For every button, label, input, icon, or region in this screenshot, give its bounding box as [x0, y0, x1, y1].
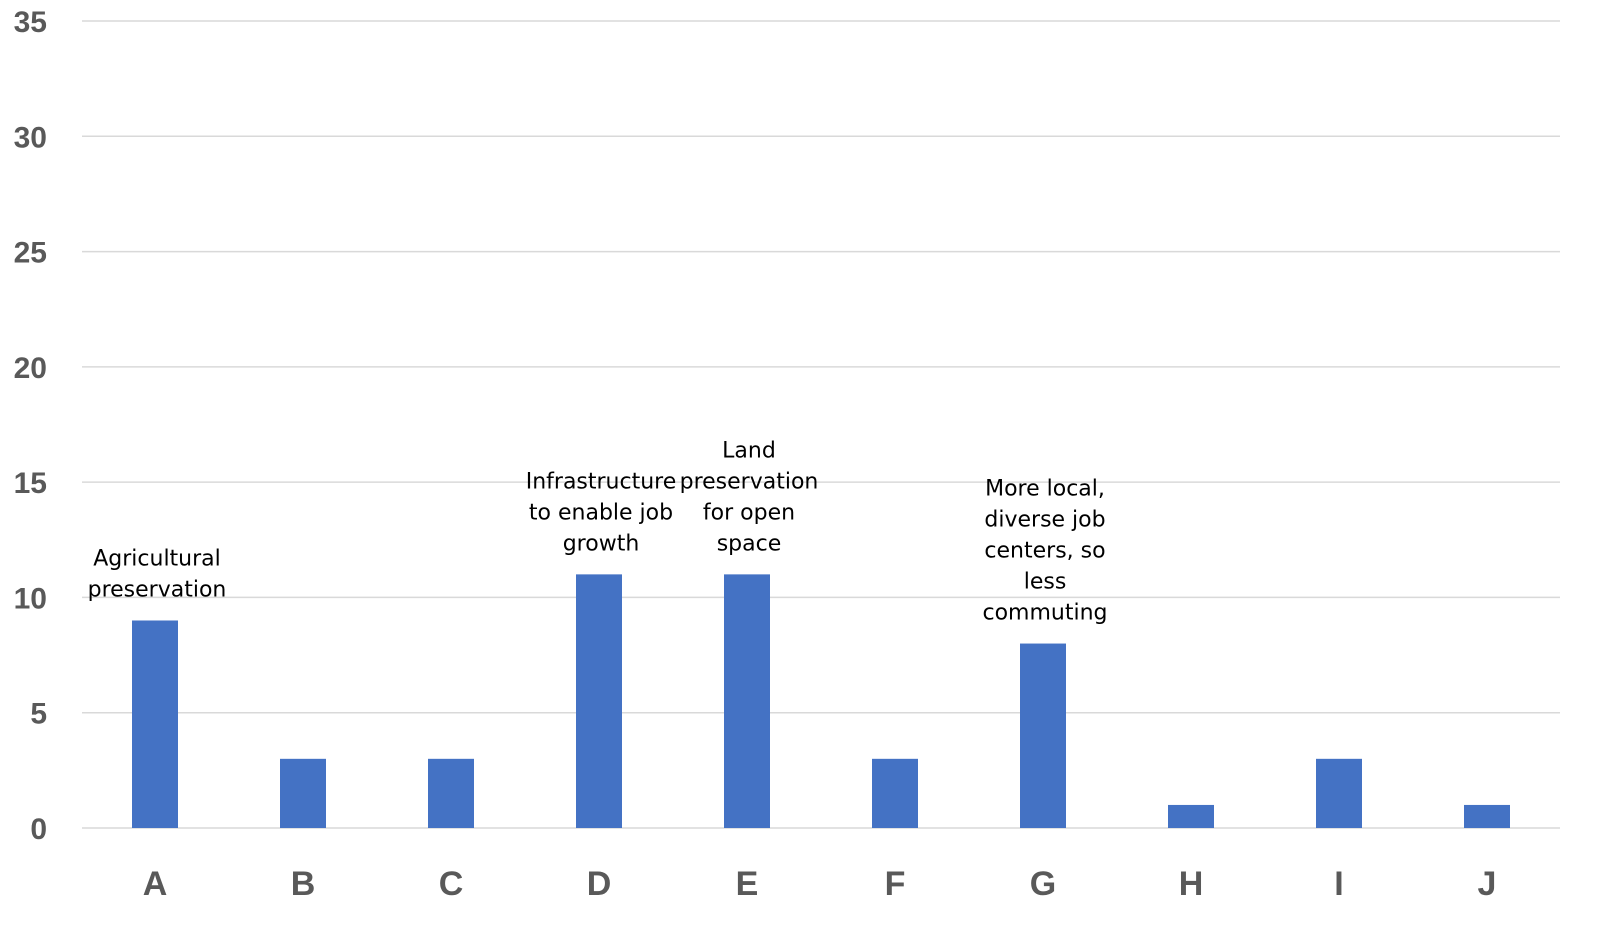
annotation-G: More local, diverse job centers, so less com…: [982, 477, 1107, 626]
annotation-line: Land: [722, 438, 776, 463]
bar-F: [872, 758, 918, 828]
bars: [132, 574, 1510, 828]
bar-A: [132, 620, 178, 828]
bar-J: [1464, 804, 1510, 828]
y-tick-label: 25: [14, 237, 47, 270]
annotation-line: centers, so: [984, 539, 1105, 564]
x-tick-label: I: [1334, 865, 1343, 903]
annotation-line: growth: [563, 531, 640, 556]
y-tick-label: 20: [14, 352, 47, 385]
x-tick-label: E: [736, 865, 759, 903]
x-tick-label: C: [439, 865, 464, 903]
annotation-line: to enable job: [529, 500, 673, 525]
annotation-line: for open: [703, 500, 795, 525]
annotation-line: preservation: [88, 577, 227, 602]
bar-D: [576, 574, 622, 828]
x-tick-label: J: [1478, 865, 1497, 903]
bar-H: [1168, 804, 1214, 828]
annotation-line: space: [717, 531, 782, 556]
x-tick-label: G: [1030, 865, 1056, 903]
bar-G: [1020, 643, 1066, 828]
x-tick-label: D: [587, 865, 612, 903]
x-tick-label: H: [1179, 865, 1204, 903]
annotation-line: commuting: [982, 601, 1107, 626]
annotation-line: More local,: [985, 477, 1105, 502]
y-tick-label: 0: [30, 813, 47, 846]
y-tick-label: 10: [14, 582, 47, 615]
y-tick-label: 5: [30, 698, 47, 731]
gridlines: [82, 20, 1560, 829]
annotation-line: preservation: [680, 469, 819, 494]
annotation-line: Agricultural: [93, 546, 221, 571]
y-tick-label: 15: [14, 467, 47, 500]
x-tick-label: B: [291, 865, 316, 903]
bar-B: [280, 758, 326, 828]
y-tick-label: 35: [14, 6, 47, 39]
annotation-line: diverse job: [984, 508, 1105, 533]
annotation-A: Agricultural preservation: [88, 546, 227, 602]
annotation-line: Infrastructure: [526, 469, 677, 494]
annotation-E: Land preservation for open space: [680, 438, 819, 556]
x-tick-label: F: [885, 865, 906, 903]
y-tick-label: 30: [14, 121, 47, 154]
bar-C: [428, 758, 474, 828]
bar-E: [724, 574, 770, 828]
annotation-D: Infrastructure to enable job growth: [526, 469, 677, 556]
y-axis-ticks: 0 5 10 15 20 25 30 35: [14, 6, 47, 846]
x-axis-ticks: A B C D E F G H I J: [143, 865, 1497, 903]
x-tick-label: A: [143, 865, 168, 903]
bar-I: [1316, 758, 1362, 828]
annotation-line: less: [1024, 570, 1067, 595]
